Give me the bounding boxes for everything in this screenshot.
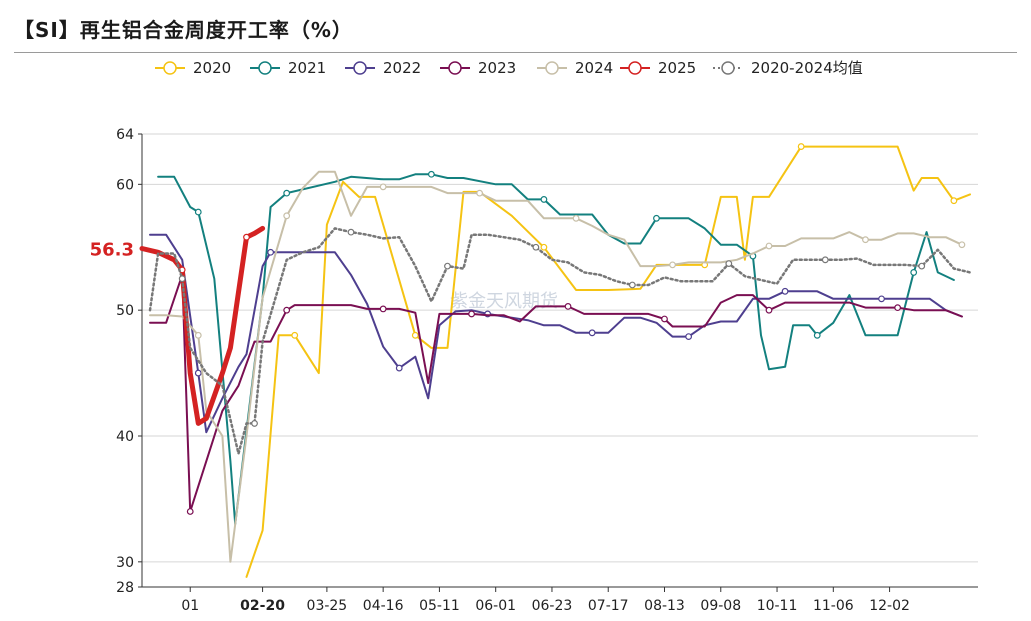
chart-title: 【SI】再生铝合金周度开工率（%） <box>14 18 353 42</box>
marker-2024-3 <box>194 331 202 339</box>
marker-2024-21 <box>476 189 484 197</box>
x-tick-label-06-23: 06-23 <box>532 598 573 614</box>
chart-legend: 2020 2021 2022 2023 2024 2025 2020-2024均值 <box>155 59 863 77</box>
marker-2024-51 <box>958 241 966 249</box>
legend-label-2023: 2023 <box>478 59 516 77</box>
x-tick-label-07-17: 07-17 <box>588 598 629 614</box>
marker-2023-33 <box>661 315 668 323</box>
marker-2023-21 <box>468 310 475 318</box>
marker-2022-45 <box>878 295 885 303</box>
x-tick-label-05-11: 05-11 <box>419 598 460 614</box>
marker-2021-27 <box>653 214 660 222</box>
x-tick-label-09-08: 09-08 <box>700 598 741 614</box>
title-divider <box>14 52 1017 53</box>
marker-2024-33 <box>669 261 676 269</box>
marker-2021-39 <box>813 331 821 339</box>
marker-2024-45 <box>862 236 869 244</box>
legend-label-2022: 2022 <box>383 59 421 77</box>
x-tick-label-11-06: 11-06 <box>813 598 854 614</box>
marker-2020-9 <box>411 331 419 339</box>
marker-2023-27 <box>564 302 572 310</box>
legend-marker-2023 <box>448 61 462 75</box>
marker-2024-15 <box>379 183 387 191</box>
marker-2022-33 <box>685 333 693 340</box>
series-line-2022 <box>149 233 963 434</box>
marker-2022-15 <box>395 364 403 372</box>
marker-2020-2024均值-21 <box>444 262 451 270</box>
axes: 28 30 40 50 60 64 01 02-20 03-25 04-16 05-11 06-01 0… <box>116 127 978 614</box>
marker-2020-2024均值-3 <box>178 275 186 283</box>
marker-2020-15 <box>540 243 548 251</box>
marker-2021-9 <box>283 189 291 197</box>
legend-marker-2025 <box>628 61 642 75</box>
x-tick-label-02-20: 02-20 <box>240 598 285 614</box>
marker-2022-27 <box>588 329 596 337</box>
highlight-value-label: 56.3 <box>90 240 134 261</box>
series-lines <box>139 143 972 578</box>
marker-2023-9 <box>283 306 291 314</box>
series-line-2024 <box>149 170 963 563</box>
y-tick-label-50: 50 <box>116 303 134 319</box>
marker-2020-2024均值-27 <box>532 243 540 251</box>
marker-2023-39 <box>765 306 773 314</box>
marker-2024-27 <box>572 214 580 222</box>
marker-2021-45 <box>910 269 918 276</box>
series-line-2025 <box>139 225 266 426</box>
marker-2020-33 <box>950 197 958 205</box>
legend-marker-2020-2024均值 <box>721 61 735 75</box>
marker-2020-2024均值-45 <box>821 256 829 264</box>
legend-label-2024: 2024 <box>575 59 613 77</box>
marker-2022-3 <box>194 369 202 377</box>
legend-marker-2024 <box>545 61 559 75</box>
marker-2021-15 <box>427 170 435 178</box>
legend-marker-2021 <box>258 61 272 75</box>
watermark: 紫金天风期货 <box>450 291 558 312</box>
series-line-2020 <box>245 145 971 578</box>
y-tick-label-40: 40 <box>116 429 134 445</box>
x-tick-label-01: 01 <box>181 598 199 614</box>
x-tick-label-06-01: 06-01 <box>475 598 516 614</box>
marker-2024-9 <box>283 212 291 220</box>
marker-2020-3 <box>291 331 299 339</box>
marker-2021-3 <box>194 208 202 216</box>
marker-2020-2024均值-33 <box>628 281 636 289</box>
marker-2023-3 <box>186 508 194 515</box>
legend-label-2020: 2020 <box>193 59 231 77</box>
marker-2024-39 <box>765 242 773 250</box>
x-tick-label-03-25: 03-25 <box>307 598 348 614</box>
marker-2023-45 <box>894 304 902 312</box>
marker-2020-2024均值-15 <box>347 228 355 236</box>
marker-2025-9 <box>243 233 250 241</box>
y-tick-label-28: 28 <box>116 580 134 596</box>
legend-marker-2020 <box>163 61 177 75</box>
marker-2020-27 <box>797 143 805 150</box>
marker-2023-15 <box>379 305 387 313</box>
y-tick-label-30: 30 <box>116 555 134 571</box>
y-tick-label-60: 60 <box>116 177 134 193</box>
marker-2020-2024均值-39 <box>725 260 733 268</box>
x-tick-label-10-11: 10-11 <box>757 598 798 614</box>
marker-2021-21 <box>540 196 548 203</box>
gridlines <box>142 133 978 563</box>
legend-label-2020-2024均值: 2020-2024均值 <box>751 59 863 77</box>
marker-2020-2024均值-51 <box>918 262 926 270</box>
x-tick-label-08-13: 08-13 <box>644 598 685 614</box>
x-tick-label-12-02: 12-02 <box>869 598 910 614</box>
legend-marker-2022 <box>353 61 367 75</box>
highlight-annotation: 56.3 <box>86 234 138 261</box>
marker-2022-39 <box>781 287 789 295</box>
marker-2022-9 <box>267 248 275 256</box>
y-tick-label-64: 64 <box>116 127 134 143</box>
legend-label-2021: 2021 <box>288 59 326 77</box>
series-line-2023 <box>149 273 963 513</box>
marker-2020-2024均值-9 <box>251 420 258 427</box>
legend-label-2025: 2025 <box>658 59 696 77</box>
highlight-value-box <box>86 234 138 261</box>
x-tick-label-04-16: 04-16 <box>363 598 404 614</box>
